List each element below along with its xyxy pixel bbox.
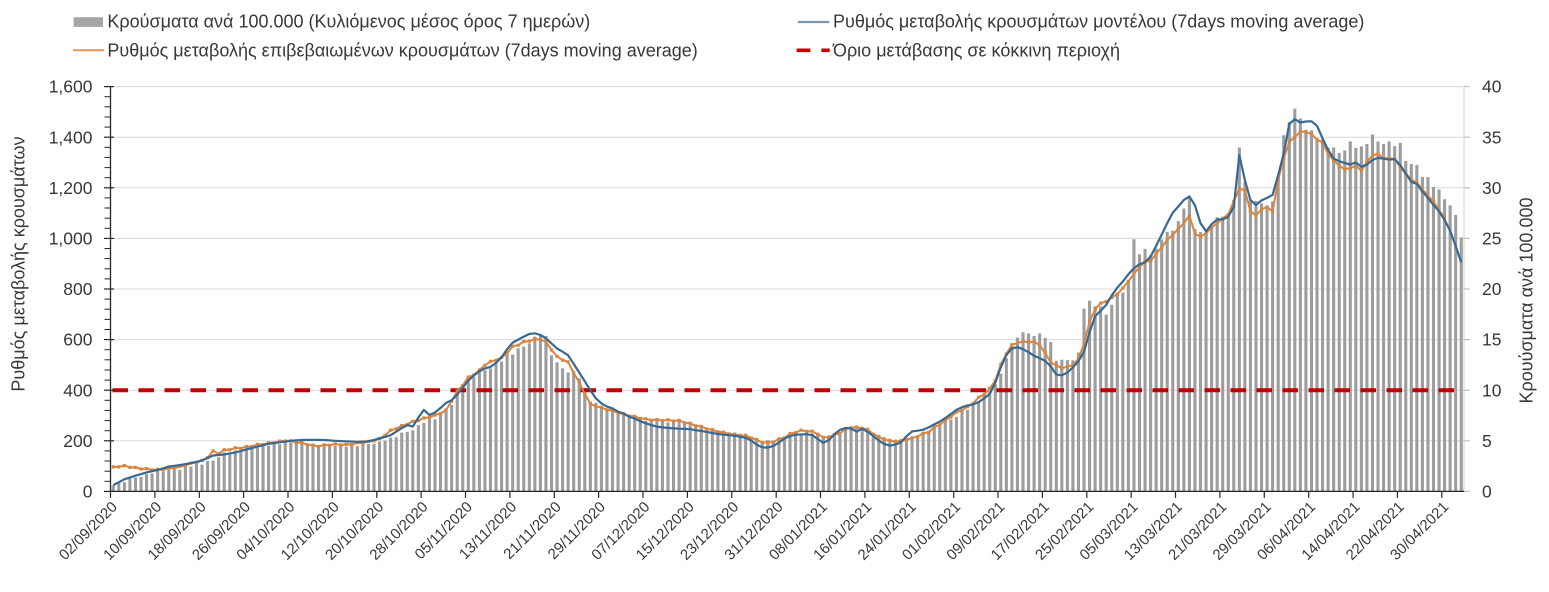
svg-text:400: 400 <box>63 380 92 400</box>
svg-text:5: 5 <box>1482 431 1492 451</box>
svg-text:1,200: 1,200 <box>49 178 93 198</box>
svg-text:Κρουύσματα ανά 100.000: Κρουύσματα ανά 100.000 <box>1517 198 1537 404</box>
svg-text:Ρυθμός μεταβολής επιβεβαιωμένω: Ρυθμός μεταβολής επιβεβαιωμένων κρουσμάτ… <box>107 40 697 60</box>
svg-text:20: 20 <box>1482 279 1502 299</box>
svg-text:25: 25 <box>1482 229 1501 249</box>
svg-text:Όριο μετάβασης σε κόκκινη περι: Όριο μετάβασης σε κόκκινη περιοχή <box>832 40 1120 60</box>
svg-text:200: 200 <box>63 431 92 451</box>
svg-text:0: 0 <box>1482 482 1492 502</box>
svg-text:Ρυθμός μεταβολής κρουσμάτων: Ρυθμός μεταβολής κρουσμάτων <box>9 136 29 391</box>
svg-text:40: 40 <box>1482 77 1502 97</box>
svg-text:Ρυθμός μεταβολής κρουσμάτων μο: Ρυθμός μεταβολής κρουσμάτων μοντέλου (7d… <box>833 11 1364 31</box>
svg-text:0: 0 <box>83 482 93 502</box>
svg-text:35: 35 <box>1482 127 1501 147</box>
svg-text:1,000: 1,000 <box>49 229 93 249</box>
svg-text:10: 10 <box>1482 380 1502 400</box>
svg-text:600: 600 <box>63 330 92 350</box>
svg-text:15: 15 <box>1482 330 1501 350</box>
svg-text:30: 30 <box>1482 178 1502 198</box>
svg-text:1,400: 1,400 <box>49 127 93 147</box>
svg-text:1,600: 1,600 <box>49 77 93 97</box>
svg-text:Κρούσματα ανά 100.000 (Κυλιόμε: Κρούσματα ανά 100.000 (Κυλιόμενος μέσος … <box>107 11 590 31</box>
svg-text:800: 800 <box>63 279 92 299</box>
